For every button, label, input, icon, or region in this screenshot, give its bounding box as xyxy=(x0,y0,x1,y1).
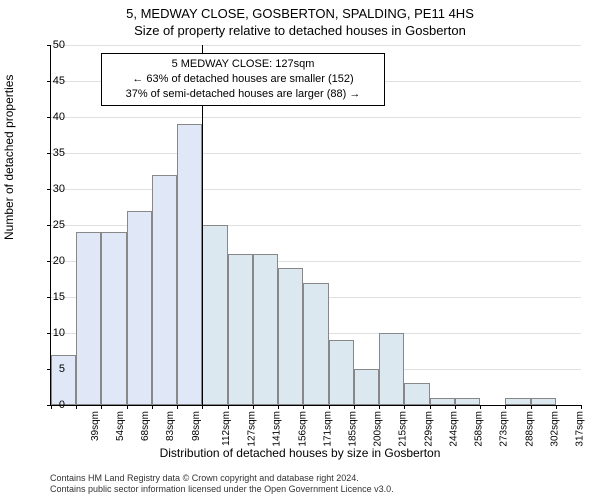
xtick-mark xyxy=(379,405,380,409)
xtick-mark xyxy=(51,405,52,409)
xtick-mark xyxy=(329,405,330,409)
xtick-mark xyxy=(202,405,203,409)
histogram-bar xyxy=(354,369,379,405)
xtick-label: 39sqm xyxy=(90,411,101,441)
xtick-label: 141sqm xyxy=(272,411,283,447)
histogram-bar xyxy=(202,225,227,405)
xtick-mark xyxy=(531,405,532,409)
xtick-mark xyxy=(303,405,304,409)
histogram-bar xyxy=(505,398,530,405)
histogram-bar xyxy=(228,254,253,405)
xtick-mark xyxy=(253,405,254,409)
y-axis-label: Number of detached properties xyxy=(2,75,16,240)
ytick-mark xyxy=(47,333,51,334)
xtick-label: 229sqm xyxy=(423,411,434,447)
footer-line1: Contains HM Land Registry data © Crown c… xyxy=(50,473,590,485)
ytick-label: 10 xyxy=(53,327,65,339)
grid-line xyxy=(51,189,581,190)
ytick-label: 5 xyxy=(59,363,65,375)
x-axis-label: Distribution of detached houses by size … xyxy=(0,446,600,460)
xtick-label: 112sqm xyxy=(221,411,232,446)
chart-title-address: 5, MEDWAY CLOSE, GOSBERTON, SPALDING, PE… xyxy=(0,6,600,21)
xtick-label: 258sqm xyxy=(474,411,485,447)
xtick-label: 156sqm xyxy=(297,411,308,447)
histogram-bar xyxy=(329,340,354,405)
chart-subtitle: Size of property relative to detached ho… xyxy=(0,23,600,38)
xtick-label: 68sqm xyxy=(140,411,151,441)
xtick-mark xyxy=(278,405,279,409)
footer-line2: Contains public sector information licen… xyxy=(50,484,590,496)
ytick-mark xyxy=(47,153,51,154)
footer-attribution: Contains HM Land Registry data © Crown c… xyxy=(50,473,590,496)
annotation-line2: ← 63% of detached houses are smaller (15… xyxy=(108,72,378,87)
histogram-bar xyxy=(379,333,404,405)
histogram-bar xyxy=(177,124,202,405)
xtick-label: 200sqm xyxy=(373,411,384,447)
ytick-label: 35 xyxy=(53,147,65,159)
ytick-label: 45 xyxy=(53,75,65,87)
chart-container: 5, MEDWAY CLOSE, GOSBERTON, SPALDING, PE… xyxy=(0,0,600,500)
ytick-label: 0 xyxy=(59,399,65,411)
ytick-mark xyxy=(47,297,51,298)
xtick-mark xyxy=(581,405,582,409)
grid-line xyxy=(51,153,581,154)
histogram-bar xyxy=(152,175,177,405)
plot-area: 5 MEDWAY CLOSE: 127sqm ← 63% of detached… xyxy=(50,45,581,406)
grid-line xyxy=(51,45,581,46)
ytick-label: 15 xyxy=(53,291,65,303)
xtick-label: 273sqm xyxy=(499,411,510,447)
xtick-label: 302sqm xyxy=(549,411,560,447)
xtick-label: 83sqm xyxy=(165,411,176,441)
xtick-mark xyxy=(480,405,481,409)
ytick-label: 20 xyxy=(53,255,65,267)
xtick-mark xyxy=(430,405,431,409)
xtick-label: 244sqm xyxy=(449,411,460,447)
xtick-label: 317sqm xyxy=(575,411,586,447)
annotation-line3: 37% of semi-detached houses are larger (… xyxy=(108,87,378,102)
xtick-mark xyxy=(354,405,355,409)
xtick-label: 98sqm xyxy=(191,411,202,441)
histogram-bar xyxy=(101,232,126,405)
xtick-label: 54sqm xyxy=(115,411,126,441)
ytick-label: 50 xyxy=(53,39,65,51)
ytick-label: 40 xyxy=(53,111,65,123)
ytick-label: 25 xyxy=(53,219,65,231)
histogram-bar xyxy=(76,232,101,405)
ytick-mark xyxy=(47,81,51,82)
ytick-mark xyxy=(47,189,51,190)
histogram-bar xyxy=(404,383,429,405)
annotation-box: 5 MEDWAY CLOSE: 127sqm ← 63% of detached… xyxy=(101,53,385,106)
xtick-mark xyxy=(505,405,506,409)
annotation-line1: 5 MEDWAY CLOSE: 127sqm xyxy=(108,57,378,72)
xtick-label: 127sqm xyxy=(247,411,258,447)
ytick-mark xyxy=(47,117,51,118)
ytick-mark xyxy=(47,45,51,46)
xtick-label: 215sqm xyxy=(398,411,409,447)
histogram-bar xyxy=(303,283,328,405)
xtick-mark xyxy=(152,405,153,409)
grid-line xyxy=(51,117,581,118)
xtick-mark xyxy=(101,405,102,409)
xtick-label: 171sqm xyxy=(322,411,333,447)
xtick-mark xyxy=(404,405,405,409)
xtick-mark xyxy=(556,405,557,409)
xtick-mark xyxy=(177,405,178,409)
histogram-bar xyxy=(278,268,303,405)
xtick-label: 288sqm xyxy=(524,411,535,447)
histogram-bar xyxy=(455,398,480,405)
xtick-mark xyxy=(455,405,456,409)
histogram-bar xyxy=(127,211,152,405)
ytick-mark xyxy=(47,261,51,262)
ytick-label: 30 xyxy=(53,183,65,195)
ytick-mark xyxy=(47,225,51,226)
xtick-mark xyxy=(76,405,77,409)
xtick-label: 185sqm xyxy=(348,411,359,447)
histogram-bar xyxy=(253,254,278,405)
xtick-mark xyxy=(127,405,128,409)
xtick-mark xyxy=(228,405,229,409)
histogram-bar xyxy=(531,398,556,405)
histogram-bar xyxy=(430,398,455,405)
